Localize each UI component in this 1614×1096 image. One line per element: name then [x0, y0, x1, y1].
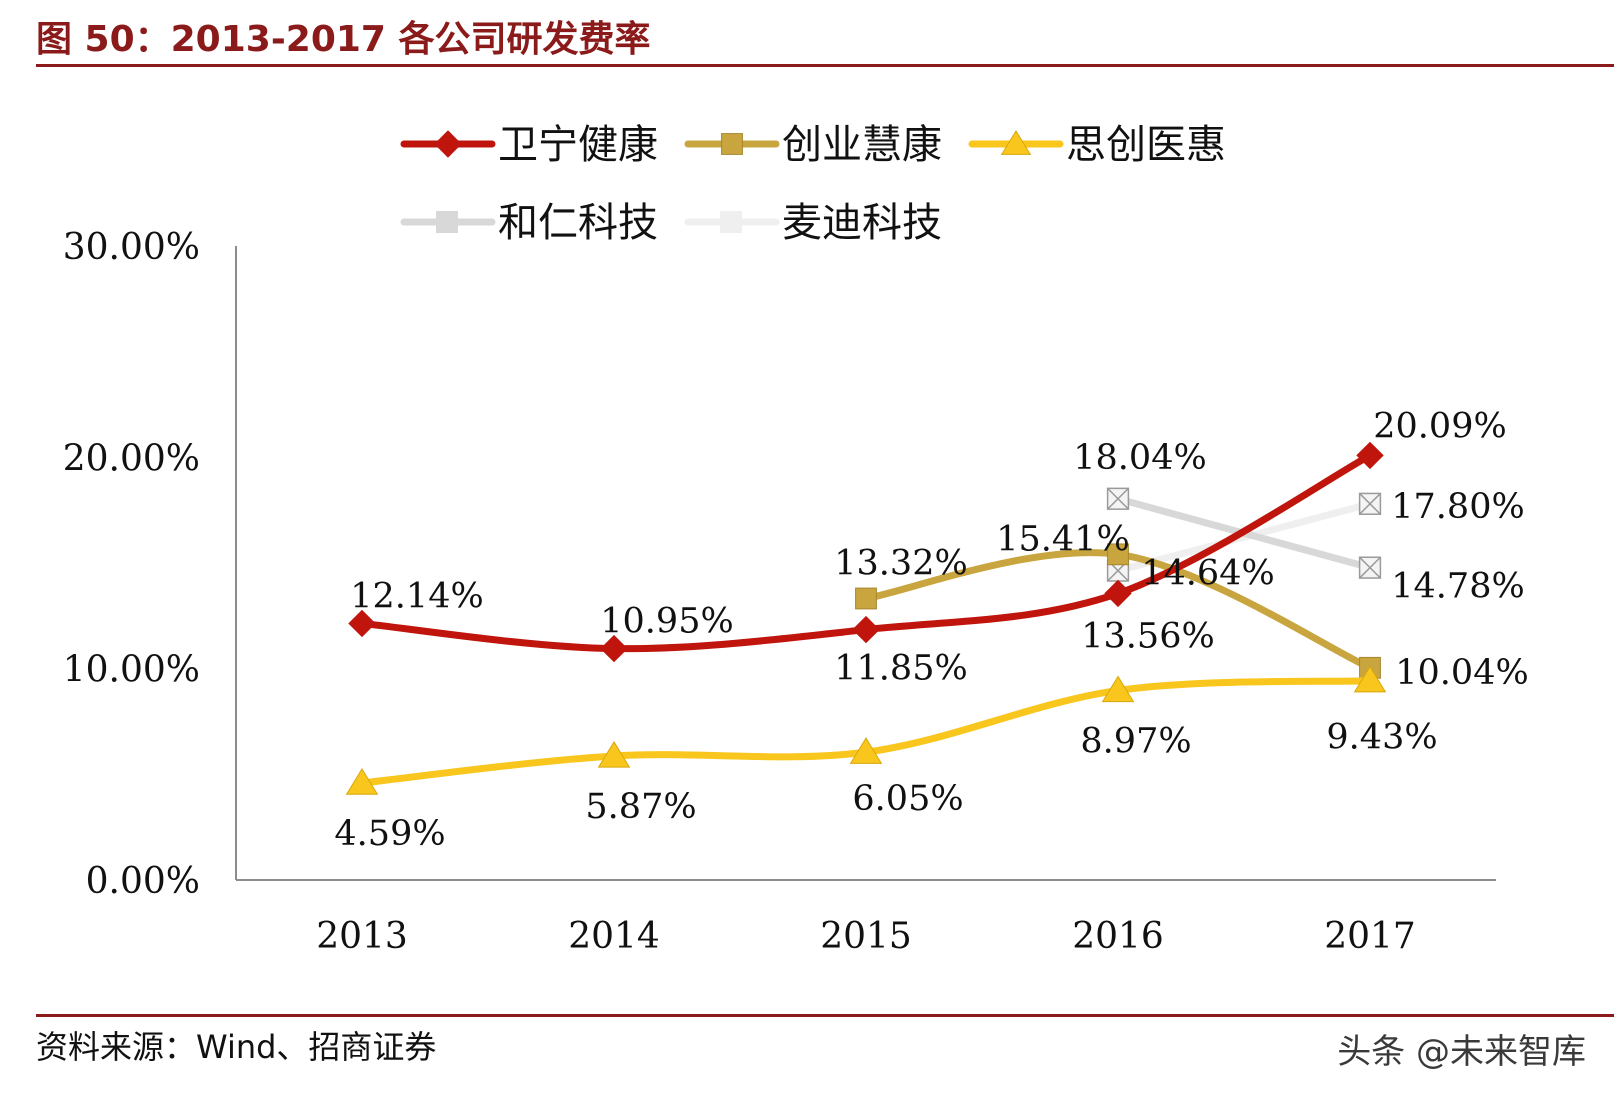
- data-label: 5.87%: [585, 787, 696, 827]
- x-tick-label: 2015: [820, 916, 912, 957]
- data-point: [1358, 492, 1382, 515]
- data-label: 13.32%: [834, 544, 967, 584]
- data-label: 10.95%: [600, 602, 733, 642]
- data-label: 13.56%: [1081, 616, 1214, 656]
- legend-label: 思创医惠: [1066, 122, 1226, 168]
- source-note: 资料来源：Wind、招商证券: [36, 1028, 437, 1066]
- legend-marker: [721, 133, 743, 155]
- data-point: [1106, 487, 1130, 510]
- data-label: 20.09%: [1373, 406, 1506, 446]
- data-label: 12.14%: [350, 576, 483, 616]
- data-point: [1353, 665, 1387, 693]
- series-line: [358, 677, 1374, 787]
- data-point: [597, 740, 631, 768]
- x-tick-label: 2017: [1324, 916, 1416, 957]
- data-point: [852, 615, 880, 644]
- legend-label: 创业慧康: [782, 122, 942, 168]
- legend-marker: [434, 130, 462, 158]
- x-tick-label: 2016: [1072, 916, 1164, 957]
- figure-title: 图 50：2013-2017 各公司研发费率: [36, 19, 651, 60]
- data-point: [1356, 441, 1384, 470]
- chart-series: [345, 441, 1387, 795]
- chart-data-labels: 12.14% 10.95% 11.85% 13.56% 20.09% 13.32% 15.4…: [334, 406, 1528, 854]
- data-label: 4.59%: [334, 814, 445, 854]
- data-point: [1104, 579, 1132, 608]
- legend-label: 卫宁健康: [498, 122, 658, 168]
- data-label: 14.78%: [1391, 567, 1524, 607]
- x-tick-label: 2013: [316, 916, 408, 957]
- legend-marker: [436, 211, 458, 233]
- data-point: [849, 737, 883, 764]
- data-label: 6.05%: [852, 779, 963, 819]
- watermark: 头条 @未来智库: [1337, 1032, 1586, 1072]
- data-label: 11.85%: [834, 649, 967, 689]
- series-line: [1114, 500, 1374, 575]
- data-label: 17.80%: [1391, 487, 1524, 527]
- legend-label: 麦迪科技: [782, 200, 942, 246]
- footer-divider: [36, 1014, 1614, 1017]
- title-divider: [36, 64, 1614, 67]
- data-point: [1358, 556, 1382, 579]
- data-point: [1107, 543, 1129, 566]
- legend-label: 和仁科技: [498, 200, 658, 246]
- data-point: [600, 634, 628, 663]
- data-label: 10.04%: [1395, 653, 1528, 693]
- data-label: 8.97%: [1080, 721, 1191, 761]
- data-label: 18.04%: [1073, 438, 1206, 478]
- y-tick-label: 30.00%: [63, 227, 200, 268]
- data-point: [348, 609, 376, 638]
- data-point: [1101, 675, 1135, 703]
- data-label: 14.64%: [1141, 554, 1274, 594]
- x-tick-label: 2014: [568, 916, 660, 957]
- data-point: [345, 768, 379, 795]
- data-label: 15.41%: [996, 519, 1129, 559]
- chart-axes: 0.00% 10.00% 20.00% 30.00% 2013 2014 2015 2016 2…: [63, 227, 1496, 957]
- data-point: [855, 587, 877, 610]
- data-label: 9.43%: [1326, 718, 1437, 758]
- y-tick-label: 20.00%: [63, 438, 200, 479]
- y-tick-label: 10.00%: [63, 650, 200, 691]
- legend-marker: [720, 211, 742, 233]
- legend-marker: [1000, 130, 1032, 155]
- y-tick-label: 0.00%: [86, 861, 200, 902]
